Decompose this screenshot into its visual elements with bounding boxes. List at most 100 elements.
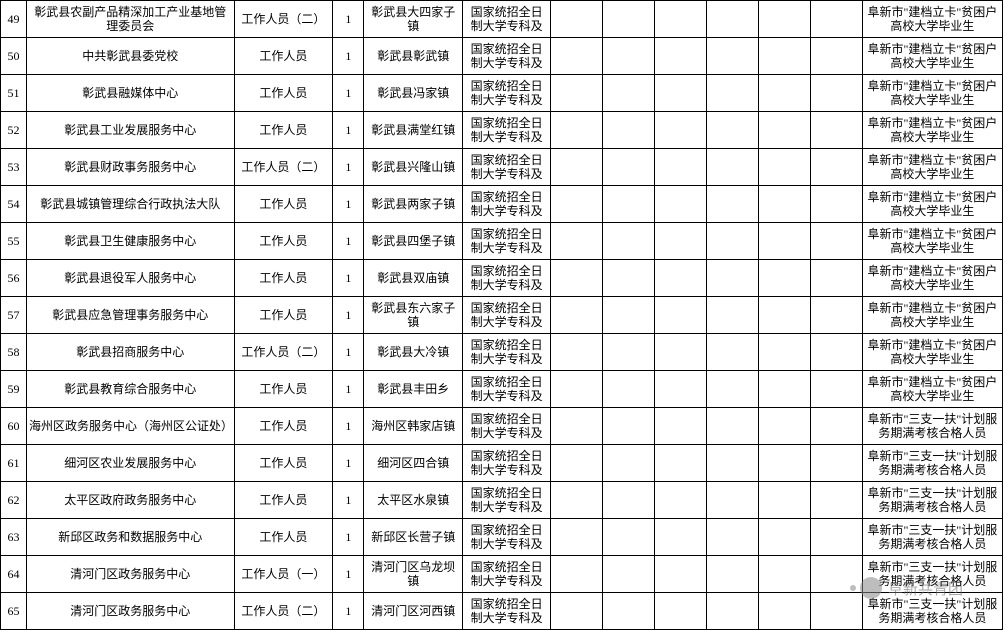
unit-name: 彰武县工业发展服务中心 [26, 112, 234, 149]
row-index: 57 [1, 297, 27, 334]
unit-name: 彰武县应急管理事务服务中心 [26, 297, 234, 334]
location: 清河门区乌龙坝镇 [364, 556, 463, 593]
unit-name: 彰武县融媒体中心 [26, 75, 234, 112]
col-b [603, 186, 655, 223]
count: 1 [333, 593, 364, 630]
col-c [655, 334, 707, 371]
col-c [655, 186, 707, 223]
col-e [758, 112, 810, 149]
remark: 阜新市"三支一扶"计划服务期满考核合格人员 [862, 445, 1002, 482]
position-name: 工作人员（二） [234, 149, 333, 186]
col-b [603, 112, 655, 149]
education: 国家统招全日制大学专科及 [463, 1, 551, 38]
remark: 阜新市"建档立卡"贫困户高校大学毕业生 [862, 260, 1002, 297]
count: 1 [333, 38, 364, 75]
col-d [707, 482, 759, 519]
unit-name: 彰武县财政事务服务中心 [26, 149, 234, 186]
col-c [655, 149, 707, 186]
col-c [655, 371, 707, 408]
col-e [758, 75, 810, 112]
position-name: 工作人员 [234, 482, 333, 519]
count: 1 [333, 112, 364, 149]
position-name: 工作人员（二） [234, 334, 333, 371]
education: 国家统招全日制大学专科及 [463, 334, 551, 371]
col-e [758, 371, 810, 408]
count: 1 [333, 445, 364, 482]
col-f [810, 593, 862, 630]
remark: 阜新市"建档立卡"贫困户高校大学毕业生 [862, 186, 1002, 223]
col-f [810, 334, 862, 371]
col-d [707, 1, 759, 38]
unit-name: 彰武县农副产品精深加工产业基地管理委员会 [26, 1, 234, 38]
col-e [758, 1, 810, 38]
position-name: 工作人员 [234, 519, 333, 556]
col-c [655, 593, 707, 630]
col-f [810, 297, 862, 334]
count: 1 [333, 482, 364, 519]
col-f [810, 1, 862, 38]
education: 国家统招全日制大学专科及 [463, 482, 551, 519]
table-row: 59彰武县教育综合服务中心工作人员1彰武县丰田乡国家统招全日制大学专科及阜新市"… [1, 371, 1003, 408]
location: 彰武县大四家子镇 [364, 1, 463, 38]
position-name: 工作人员 [234, 371, 333, 408]
wechat-account-name: 阜新共青团 [888, 578, 963, 599]
education: 国家统招全日制大学专科及 [463, 593, 551, 630]
remark: 阜新市"建档立卡"贫困户高校大学毕业生 [862, 371, 1002, 408]
position-name: 工作人员 [234, 75, 333, 112]
col-b [603, 75, 655, 112]
row-index: 61 [1, 445, 27, 482]
location: 彰武县冯家镇 [364, 75, 463, 112]
col-c [655, 260, 707, 297]
unit-name: 清河门区政务服务中心 [26, 593, 234, 630]
col-b [603, 149, 655, 186]
education: 国家统招全日制大学专科及 [463, 408, 551, 445]
unit-name: 中共彰武县委党校 [26, 38, 234, 75]
col-a [551, 1, 603, 38]
row-index: 59 [1, 371, 27, 408]
col-a [551, 186, 603, 223]
table-body: 49彰武县农副产品精深加工产业基地管理委员会工作人员（二）1彰武县大四家子镇国家… [1, 1, 1003, 630]
col-e [758, 408, 810, 445]
location: 彰武县丰田乡 [364, 371, 463, 408]
col-a [551, 445, 603, 482]
col-b [603, 334, 655, 371]
location: 彰武县四堡子镇 [364, 223, 463, 260]
unit-name: 海州区政务服务中心（海州区公证处） [26, 408, 234, 445]
table-row: 60海州区政务服务中心（海州区公证处）工作人员1海州区韩家店镇国家统招全日制大学… [1, 408, 1003, 445]
position-name: 工作人员 [234, 38, 333, 75]
table-row: 53彰武县财政事务服务中心工作人员（二）1彰武县兴隆山镇国家统招全日制大学专科及… [1, 149, 1003, 186]
col-c [655, 75, 707, 112]
location: 彰武县双庙镇 [364, 260, 463, 297]
col-a [551, 482, 603, 519]
table-row: 50中共彰武县委党校工作人员1彰武县彰武镇国家统招全日制大学专科及阜新市"建档立… [1, 38, 1003, 75]
education: 国家统招全日制大学专科及 [463, 186, 551, 223]
count: 1 [333, 1, 364, 38]
col-e [758, 334, 810, 371]
unit-name: 新邱区政务和数据服务中心 [26, 519, 234, 556]
row-index: 55 [1, 223, 27, 260]
col-a [551, 297, 603, 334]
position-name: 工作人员 [234, 260, 333, 297]
education: 国家统招全日制大学专科及 [463, 223, 551, 260]
col-e [758, 186, 810, 223]
unit-name: 彰武县教育综合服务中心 [26, 371, 234, 408]
col-e [758, 149, 810, 186]
col-d [707, 334, 759, 371]
count: 1 [333, 556, 364, 593]
remark: 阜新市"建档立卡"贫困户高校大学毕业生 [862, 223, 1002, 260]
col-a [551, 38, 603, 75]
col-f [810, 371, 862, 408]
location: 彰武县东六家子镇 [364, 297, 463, 334]
col-b [603, 445, 655, 482]
col-d [707, 556, 759, 593]
table-row: 49彰武县农副产品精深加工产业基地管理委员会工作人员（二）1彰武县大四家子镇国家… [1, 1, 1003, 38]
col-e [758, 260, 810, 297]
col-c [655, 519, 707, 556]
col-d [707, 445, 759, 482]
col-e [758, 297, 810, 334]
row-index: 60 [1, 408, 27, 445]
col-a [551, 149, 603, 186]
col-b [603, 556, 655, 593]
table-row: 56彰武县退役军人服务中心工作人员1彰武县双庙镇国家统招全日制大学专科及阜新市"… [1, 260, 1003, 297]
col-f [810, 186, 862, 223]
